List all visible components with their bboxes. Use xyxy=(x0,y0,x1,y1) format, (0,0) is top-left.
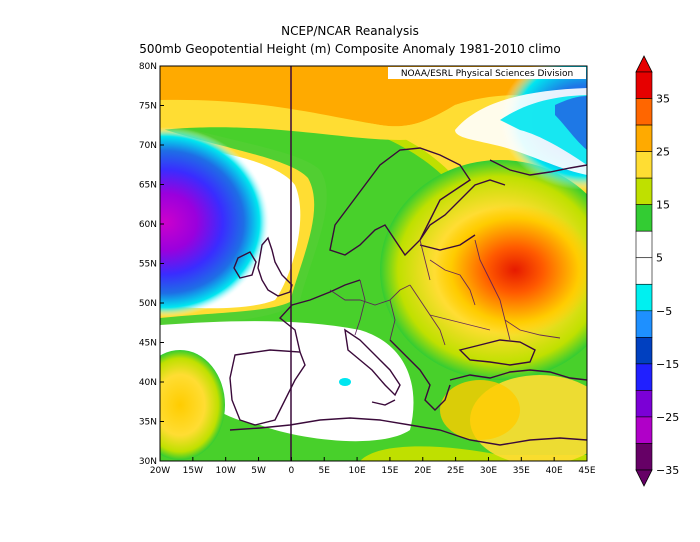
anomaly-field xyxy=(160,66,587,461)
colorbar-label: 5 xyxy=(656,252,663,265)
colorbar-swatch xyxy=(635,204,653,232)
colorbar-swatch xyxy=(635,443,653,471)
lon-label: 15W xyxy=(183,466,203,476)
colorbar-label: −5 xyxy=(656,305,672,318)
credit-text: NOAA/ESRL Physical Sciences Division xyxy=(401,69,573,79)
lon-label: 5W xyxy=(251,466,266,476)
lat-label: 35N xyxy=(139,418,157,428)
credit-box xyxy=(388,67,586,79)
colorbar-arrow-bottom xyxy=(635,469,653,487)
lat-label: 50N xyxy=(139,299,157,309)
lat-label: 75N xyxy=(139,102,157,112)
lon-label: 30E xyxy=(480,466,497,476)
colorbar-swatch xyxy=(635,257,653,285)
lat-label: 55N xyxy=(139,260,157,270)
colorbar-swatch xyxy=(635,230,653,259)
coastlines xyxy=(229,147,587,446)
colorbar-label: −35 xyxy=(656,464,679,477)
colorbar-swatch xyxy=(635,124,653,152)
colorbar-swatch xyxy=(635,416,653,444)
colorbar-label: −15 xyxy=(656,358,679,371)
lon-label: 35E xyxy=(513,466,530,476)
lon-label: 15E xyxy=(381,466,398,476)
lat-label: 70N xyxy=(139,141,157,151)
lon-label: 45E xyxy=(578,466,595,476)
lon-label: 10E xyxy=(349,466,366,476)
lon-label: 20W xyxy=(150,466,170,476)
colorbar-swatch xyxy=(635,310,653,338)
lat-label: 40N xyxy=(139,378,157,388)
lon-label: 10W xyxy=(216,466,236,476)
colorbar-swatch xyxy=(635,151,653,179)
borders xyxy=(329,239,561,346)
lat-label: 60N xyxy=(139,220,157,230)
colorbar: 35 25 15 5 −5 −15 −25 −35 xyxy=(635,55,679,487)
colorbar-label: 25 xyxy=(656,146,670,159)
lat-label: 30N xyxy=(139,457,157,467)
longitude-axis: 20W 15W 10W 5W 0 5E 10E 15E 20E 25E 30E 35E 40E 45E xyxy=(150,457,596,476)
lat-label: 80N xyxy=(139,62,157,72)
title-line-2: 500mb Geopotential Height (m) Composite … xyxy=(139,42,561,56)
colorbar-label: 15 xyxy=(656,199,670,212)
lon-label: 5E xyxy=(319,466,331,476)
lon-label: 0 xyxy=(289,466,295,476)
colorbar-label: 35 xyxy=(656,93,670,106)
colorbar-swatch xyxy=(635,98,653,126)
latitude-axis: 80N 75N 70N 65N 60N 55N 50N 45N 40N 35N 30N xyxy=(139,62,164,467)
colorbar-swatch xyxy=(635,363,653,391)
colorbar-swatch xyxy=(635,337,653,365)
lat-label: 65N xyxy=(139,181,157,191)
lon-label: 25E xyxy=(447,466,464,476)
colorbar-swatch xyxy=(635,283,653,312)
lon-label: 40E xyxy=(546,466,563,476)
colorbar-swatch xyxy=(635,71,653,99)
colorbar-label: −25 xyxy=(656,411,679,424)
title-line-1: NCEP/NCAR Reanalysis xyxy=(281,24,419,38)
lat-label: 45N xyxy=(139,339,157,349)
colorbar-swatch xyxy=(635,390,653,418)
colorbar-arrow-top xyxy=(635,55,653,73)
lon-label: 20E xyxy=(414,466,431,476)
colorbar-swatch xyxy=(635,177,653,205)
